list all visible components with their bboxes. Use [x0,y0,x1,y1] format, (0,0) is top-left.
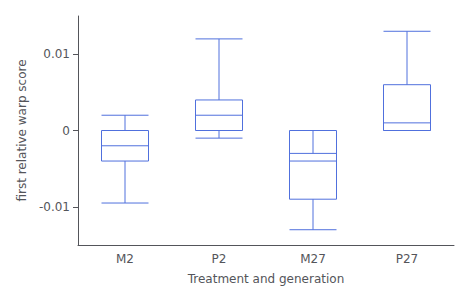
svg-text:P2: P2 [212,252,227,266]
svg-text:P27: P27 [396,252,419,266]
svg-text:0: 0 [62,124,70,138]
svg-text:-0.01: -0.01 [39,200,70,214]
svg-text:M27: M27 [300,252,326,266]
svg-text:0.01: 0.01 [43,47,70,61]
svg-text:M2: M2 [116,252,134,266]
svg-text:first relative warp score: first relative warp score [15,59,29,201]
svg-text:Treatment and generation: Treatment and generation [187,272,345,286]
